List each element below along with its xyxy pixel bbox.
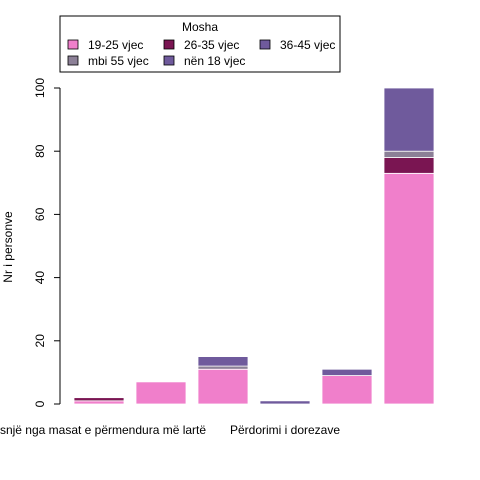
legend-entry-label: mbi 55 vjec bbox=[88, 54, 149, 68]
bar-segment bbox=[135, 381, 187, 405]
bar-segment bbox=[321, 368, 373, 376]
legend-swatch bbox=[67, 39, 79, 50]
y-tick-label: 100 bbox=[33, 78, 47, 98]
y-tick-label: 60 bbox=[33, 207, 47, 221]
bar-segment bbox=[383, 157, 435, 174]
y-axis: 0 20 40 60 80 100 bbox=[33, 78, 61, 407]
bar-segment bbox=[73, 397, 125, 402]
legend-box bbox=[59, 15, 341, 73]
legend-swatch bbox=[163, 55, 175, 66]
legend-title: Mosha bbox=[182, 20, 218, 34]
x-tick-label: Asnjë nga masat e përmendura më lartë bbox=[0, 423, 206, 437]
bar-segment bbox=[383, 172, 435, 405]
legend-swatch bbox=[259, 39, 271, 50]
x-tick-labels: Asnjë nga masat e përmendura më lartë Për… bbox=[0, 423, 340, 437]
bar-segment bbox=[197, 365, 249, 370]
bar-segment bbox=[259, 400, 311, 405]
bar-segment bbox=[197, 368, 249, 405]
legend-swatch bbox=[163, 39, 175, 50]
legend-entry-label: 26-35 vjec bbox=[184, 38, 239, 52]
bar-segment bbox=[383, 87, 435, 152]
bar-segment bbox=[73, 400, 125, 405]
legend-entry-label: 36-45 vjec bbox=[280, 38, 335, 52]
y-tick-label: 20 bbox=[33, 334, 47, 348]
y-tick-label: 40 bbox=[33, 271, 47, 285]
x-tick-label: Përdorimi i dorezave bbox=[230, 423, 340, 437]
bar-segment bbox=[197, 356, 249, 367]
bar-segment bbox=[383, 150, 435, 158]
y-tick-label: 0 bbox=[33, 400, 47, 407]
legend-swatch bbox=[67, 55, 79, 66]
legend-entry-label: nën 18 vjec bbox=[184, 54, 245, 68]
y-tick-label: 80 bbox=[33, 144, 47, 158]
legend-entry-label: 19-25 vjec bbox=[88, 38, 143, 52]
bars-group bbox=[73, 87, 435, 405]
legend: Mosha 19-25 vjec 26-35 vjec 36-45 vjec mbi … bbox=[59, 15, 341, 73]
bar-segment bbox=[321, 375, 373, 405]
y-axis-label: Nr i personve bbox=[1, 211, 15, 283]
